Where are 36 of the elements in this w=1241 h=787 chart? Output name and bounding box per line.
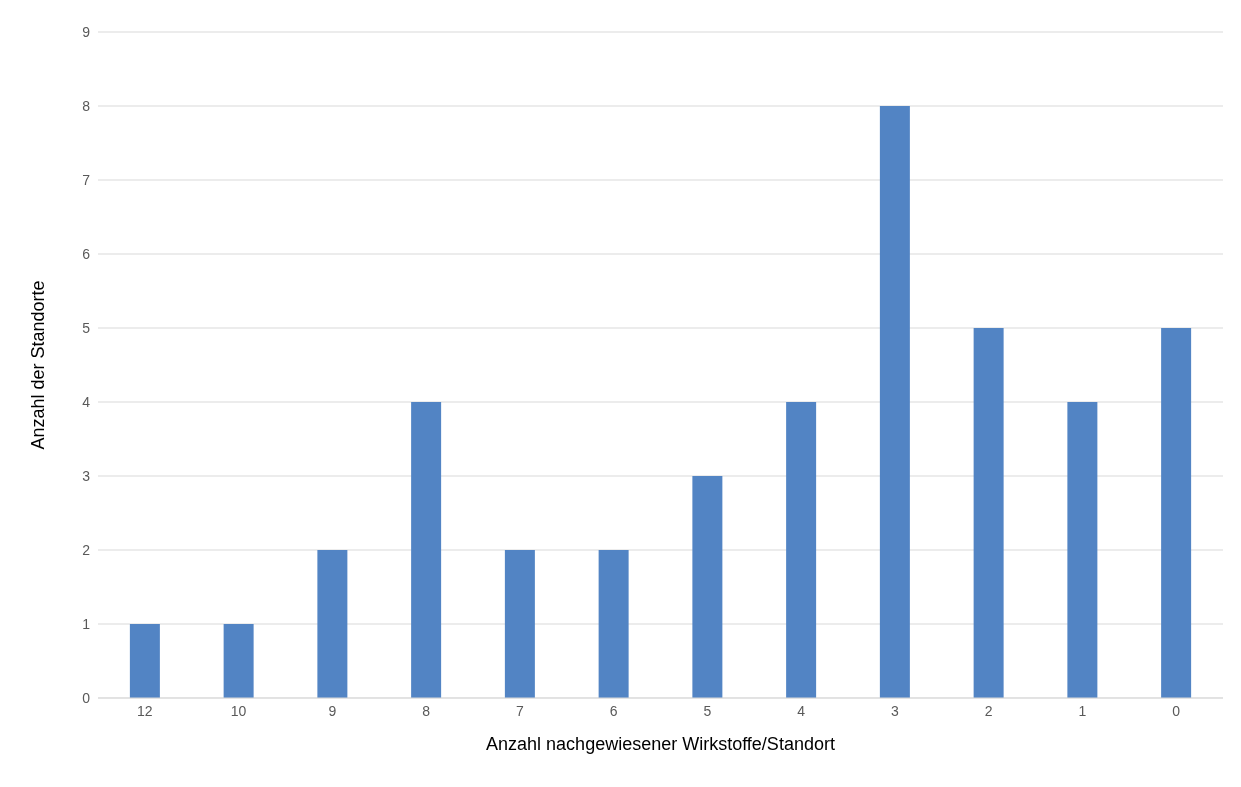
bar: [223, 624, 254, 698]
y-tick-label: 1: [82, 615, 91, 632]
y-tick-label: 5: [82, 319, 91, 336]
y-axis-title: Anzahl der Standorte: [28, 280, 49, 450]
y-tick-label: 2: [82, 541, 91, 558]
x-tick-label: 10: [230, 702, 247, 719]
y-tick-label: 3: [82, 467, 91, 484]
bar: [1067, 402, 1098, 698]
x-tick-label: 0: [1172, 702, 1181, 719]
bar: [786, 402, 817, 698]
x-tick-label: 3: [890, 702, 899, 719]
x-tick-label: 2: [984, 702, 993, 719]
x-tick-label: 9: [328, 702, 337, 719]
y-tick-label: 0: [82, 689, 91, 706]
bar: [411, 402, 442, 698]
y-tick-label: 7: [82, 171, 91, 188]
bar: [129, 624, 160, 698]
x-tick-label: 1: [1078, 702, 1087, 719]
x-tick-label: 6: [609, 702, 618, 719]
x-tick-label: 5: [703, 702, 712, 719]
bar: [692, 476, 723, 698]
x-axis-title: Anzahl nachgewiesener Wirkstoffe/Standort: [486, 734, 835, 754]
x-tick-label: 12: [137, 702, 153, 719]
x-tick-label: 8: [422, 702, 431, 719]
y-tick-label: 8: [82, 97, 91, 114]
y-tick-label: 9: [82, 23, 91, 40]
bar: [879, 106, 910, 698]
y-tick-label: 6: [82, 245, 91, 262]
x-tick-label: 4: [797, 702, 806, 719]
bar: [1161, 328, 1192, 698]
bar: [973, 328, 1004, 698]
bar: [317, 550, 348, 698]
bar: [598, 550, 629, 698]
y-tick-label: 4: [82, 393, 91, 410]
bar: [504, 550, 535, 698]
x-tick-label: 7: [515, 702, 524, 719]
